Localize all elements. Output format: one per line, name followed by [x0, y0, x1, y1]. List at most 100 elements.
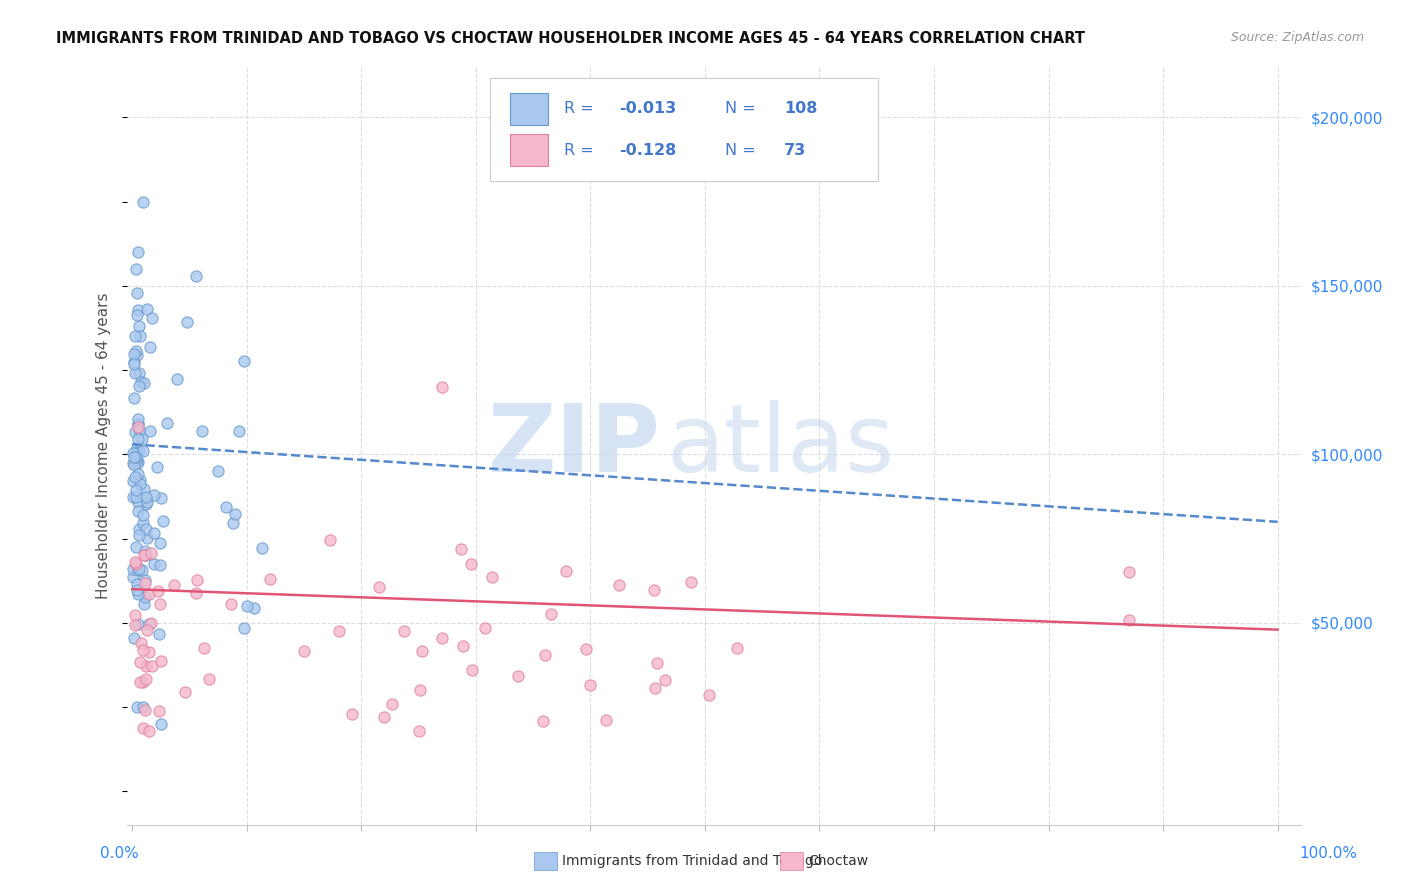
Point [131, 563, 153, 577]
Text: R =: R = [564, 143, 595, 158]
Point [259, 573, 281, 587]
Text: 0.0%: 0.0% [100, 847, 139, 861]
Point [132, 482, 155, 496]
Point [411, 644, 433, 658]
Point [131, 194, 153, 209]
Point [143, 526, 166, 541]
Text: IMMIGRANTS FROM TRINIDAD AND TOBAGO VS CHOCTAW HOUSEHOLDER INCOME AGES 45 - 64 Y: IMMIGRANTS FROM TRINIDAD AND TOBAGO VS C… [56, 31, 1085, 46]
Point [575, 642, 598, 657]
Point [125, 700, 148, 714]
Text: atlas: atlas [666, 400, 894, 492]
Point [127, 445, 149, 459]
Point [127, 245, 149, 260]
Point [132, 508, 155, 523]
Point [186, 268, 208, 283]
Point [134, 576, 156, 591]
Point [148, 627, 170, 641]
Point [124, 425, 146, 439]
Point [128, 562, 150, 576]
Text: R =: R = [564, 101, 595, 116]
Text: Choctaw: Choctaw [808, 854, 869, 868]
Point [156, 417, 179, 431]
Point [122, 491, 145, 505]
Point [124, 608, 146, 623]
Point [135, 522, 157, 536]
Point [141, 659, 163, 673]
Point [432, 631, 454, 645]
Point [132, 516, 155, 530]
Point [697, 688, 720, 702]
Point [135, 531, 157, 545]
Point [139, 546, 162, 560]
Point [643, 582, 665, 597]
Point [228, 424, 250, 438]
Point [342, 707, 364, 722]
Point [725, 641, 748, 656]
Point [132, 642, 155, 657]
Point [129, 329, 152, 343]
Point [122, 355, 145, 369]
Text: 108: 108 [785, 101, 817, 116]
Point [134, 544, 156, 558]
Point [127, 417, 149, 431]
Point [128, 444, 150, 458]
Point [450, 542, 472, 557]
Point [124, 450, 146, 465]
Text: 100.0%: 100.0% [1299, 847, 1358, 861]
Point [508, 669, 530, 683]
Point [215, 500, 238, 515]
Point [654, 673, 676, 687]
Point [408, 723, 430, 738]
Point [124, 541, 146, 555]
Point [166, 372, 188, 386]
Point [122, 475, 145, 489]
Point [127, 440, 149, 454]
Point [131, 700, 153, 714]
Point [174, 684, 197, 698]
Point [127, 617, 149, 632]
Point [125, 445, 148, 459]
Point [555, 564, 578, 578]
Point [125, 343, 148, 358]
Point [134, 703, 156, 717]
Text: -0.013: -0.013 [620, 101, 676, 116]
Point [127, 412, 149, 426]
Point [373, 710, 395, 724]
Point [127, 308, 149, 322]
Point [125, 576, 148, 591]
Point [392, 624, 415, 638]
Point [131, 444, 153, 458]
Point [679, 574, 702, 589]
Point [138, 340, 160, 354]
Point [149, 536, 172, 550]
Point [127, 348, 149, 362]
Point [127, 587, 149, 601]
Point [533, 648, 555, 662]
Point [129, 473, 152, 487]
Point [250, 541, 273, 556]
Point [122, 570, 145, 584]
Point [474, 621, 496, 635]
Point [430, 380, 453, 394]
Point [1118, 566, 1140, 580]
Point [122, 446, 145, 460]
Point [132, 376, 155, 390]
Point [135, 497, 157, 511]
Point [127, 563, 149, 577]
Point [125, 285, 148, 300]
Point [644, 681, 666, 696]
Point [146, 584, 169, 599]
Point [292, 644, 315, 658]
Point [127, 433, 149, 447]
Point [460, 557, 482, 571]
Point [198, 673, 221, 687]
Point [149, 558, 172, 573]
Point [124, 470, 146, 484]
Point [125, 582, 148, 597]
Point [645, 656, 668, 670]
Point [134, 590, 156, 604]
Point [579, 677, 602, 691]
Point [122, 562, 145, 576]
Point [127, 467, 149, 482]
Point [143, 557, 166, 571]
